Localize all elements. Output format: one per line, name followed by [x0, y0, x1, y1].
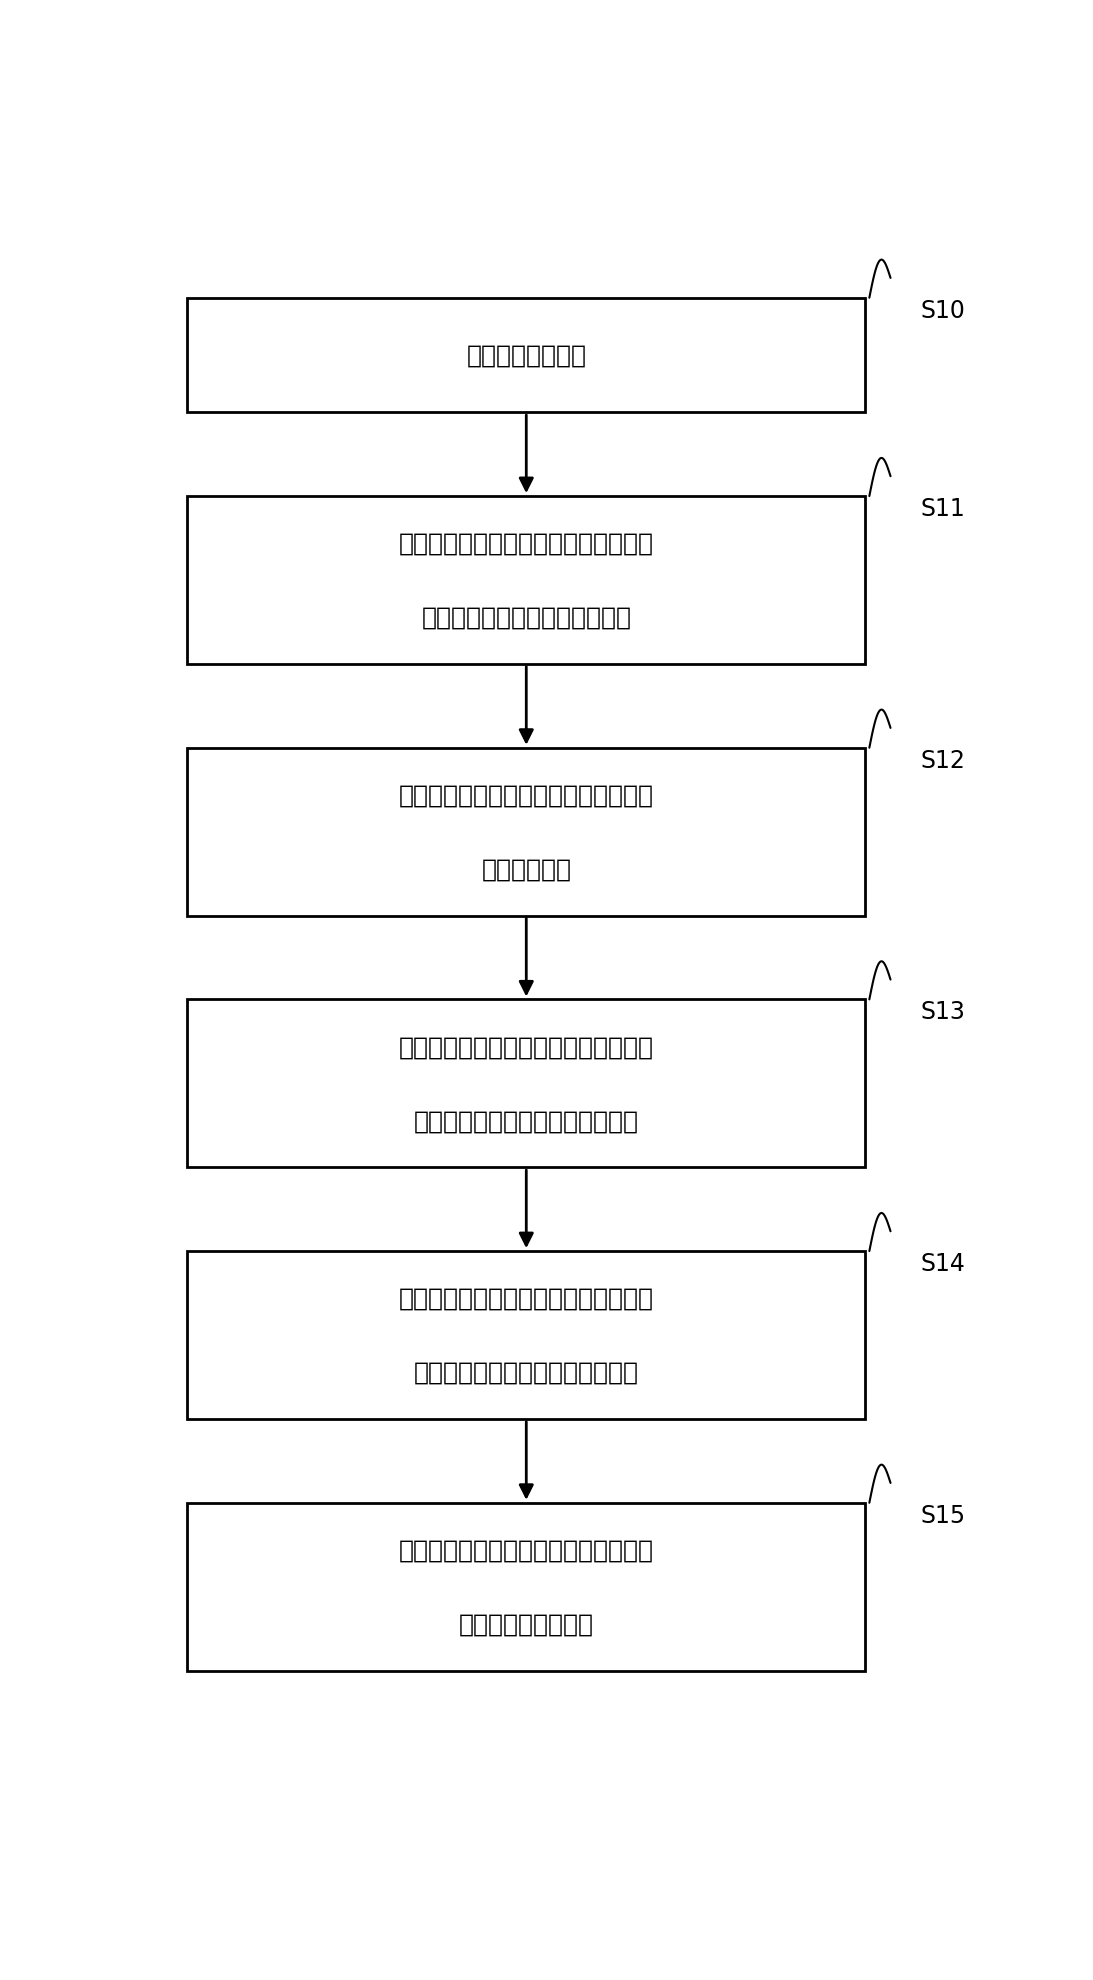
Text: S15: S15 [920, 1503, 965, 1527]
Text: 解析所述历史风控策略，得到每个用户: 解析所述历史风控策略，得到每个用户 [399, 533, 654, 556]
Text: 类型对应的风控策略作为目标策略: 类型对应的风控策略作为目标策略 [414, 1360, 638, 1384]
Text: 风控配置结果: 风控配置结果 [481, 857, 572, 881]
Text: 从所述风控配置结果中获取与所述目标: 从所述风控配置结果中获取与所述目标 [399, 1287, 654, 1311]
Text: 根据所述映射关系执行风控配置，得到: 根据所述映射关系执行风控配置，得到 [399, 784, 654, 808]
Text: 基于所述目标策略对所述目标用户执行: 基于所述目标策略对所述目标用户执行 [399, 1538, 654, 1562]
Text: S14: S14 [920, 1251, 965, 1275]
Bar [188, 1251, 866, 1420]
Bar [188, 1503, 866, 1671]
Bar [188, 1000, 866, 1168]
Bar [188, 497, 866, 665]
Text: 准入环节的风险控制: 准入环节的风险控制 [459, 1612, 593, 1635]
Text: 类型与每个风控策略的映射关系: 类型与每个风控策略的映射关系 [421, 606, 632, 630]
Text: S11: S11 [920, 497, 965, 521]
Text: 目标用户的用户类型作为目标类型: 目标用户的用户类型作为目标类型 [414, 1109, 638, 1133]
Text: S10: S10 [920, 299, 965, 323]
Text: 获取历史风控策略: 获取历史风控策略 [467, 345, 586, 368]
Bar [188, 748, 866, 917]
Text: S12: S12 [920, 748, 965, 772]
Text: S13: S13 [920, 1000, 965, 1024]
Bar [188, 299, 866, 414]
Text: 响应于目标用户的准入请求，获取所述: 响应于目标用户的准入请求，获取所述 [399, 1036, 654, 1059]
